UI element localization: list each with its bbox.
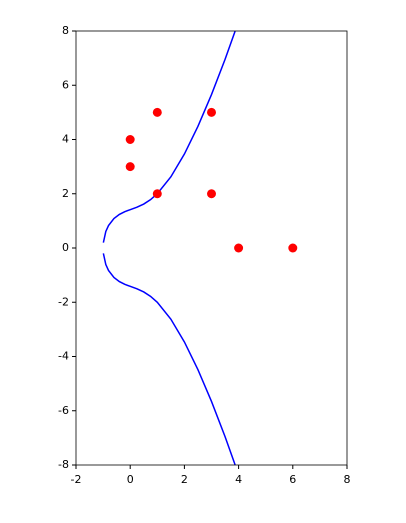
y-tick-label: 2 bbox=[62, 187, 69, 200]
x-tick-label: 6 bbox=[289, 473, 296, 486]
y-tick-label: 6 bbox=[62, 78, 69, 91]
y-tick-label: 0 bbox=[62, 241, 69, 254]
x-tick-label: 8 bbox=[344, 473, 351, 486]
point bbox=[152, 107, 162, 117]
point bbox=[207, 107, 216, 117]
y-tick-label: 4 bbox=[62, 133, 69, 146]
curve bbox=[102, 31, 236, 465]
y-tick-label: -2 bbox=[58, 295, 69, 308]
x-tick-label: 4 bbox=[235, 473, 242, 486]
point bbox=[125, 162, 135, 172]
x-tick-label: 0 bbox=[127, 473, 134, 486]
y-tick-label: -4 bbox=[58, 350, 69, 363]
y-tick-label: -6 bbox=[58, 404, 69, 417]
point bbox=[207, 189, 216, 199]
y-tick-label: 8 bbox=[62, 24, 69, 37]
point bbox=[125, 135, 135, 144]
x-tick-label: 2 bbox=[181, 473, 188, 486]
point bbox=[152, 189, 162, 199]
point bbox=[234, 243, 244, 253]
x-tick-label: -2 bbox=[71, 473, 82, 486]
y-tick-label: -8 bbox=[58, 458, 69, 471]
point bbox=[288, 243, 298, 253]
